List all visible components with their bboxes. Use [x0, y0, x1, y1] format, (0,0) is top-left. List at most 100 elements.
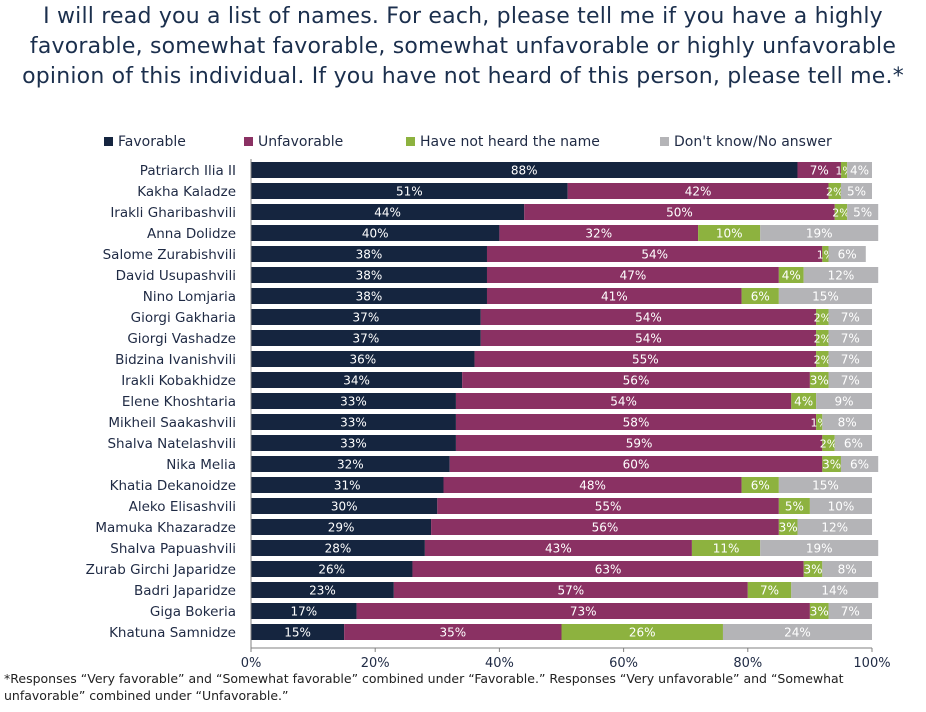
legend: Favorable Unfavorable Have not heard the n…	[104, 134, 832, 150]
data-label: 32%	[585, 227, 612, 241]
bar-segment	[251, 603, 357, 619]
bar-segment	[778, 477, 872, 493]
data-label: 3%	[779, 521, 798, 535]
bar-segment	[443, 477, 742, 493]
bar-segment	[251, 225, 500, 241]
data-label: 12%	[828, 269, 855, 283]
category-label: Shalva Papuashvili	[110, 541, 236, 557]
bar-segment	[486, 267, 779, 283]
data-label: 19%	[806, 227, 833, 241]
data-label: 26%	[318, 563, 345, 577]
data-label: 7%	[841, 311, 860, 325]
bar-segment	[251, 519, 432, 535]
data-label: 55%	[632, 353, 659, 367]
x-tick-label: 20%	[361, 656, 390, 671]
data-label: 4%	[850, 164, 869, 178]
data-label: 59%	[626, 437, 653, 451]
bar-segment	[431, 519, 779, 535]
bar-segment	[722, 624, 872, 640]
data-label: 6%	[850, 458, 869, 472]
data-label: 38%	[356, 248, 383, 262]
bar-segment	[251, 162, 798, 178]
data-label: 3%	[810, 605, 829, 619]
data-label: 15%	[812, 290, 839, 304]
legend-label-2: Have not heard the name	[420, 134, 600, 150]
category-label: Nika Melia	[166, 457, 236, 473]
bar-segment	[251, 204, 525, 220]
bar-segment	[803, 267, 879, 283]
data-label: 48%	[579, 479, 606, 493]
category-label: Badri Japaridze	[134, 583, 236, 599]
data-label: 7%	[841, 353, 860, 367]
data-label: 58%	[623, 416, 650, 430]
data-label: 5%	[785, 500, 804, 514]
bar-segment	[691, 540, 761, 556]
data-label: 2%	[814, 354, 831, 367]
legend-swatch-3	[660, 137, 669, 146]
bar-segment	[778, 267, 804, 283]
bar-segment	[474, 351, 817, 367]
data-label: 2%	[814, 333, 831, 346]
legend-swatch-0	[104, 137, 113, 146]
bar-segment	[822, 435, 835, 451]
bar-segment	[816, 330, 829, 346]
data-label: 24%	[784, 626, 811, 640]
bar-segment	[499, 225, 699, 241]
data-label: 54%	[641, 248, 668, 262]
bar-segment	[816, 393, 872, 409]
data-label: 8%	[838, 563, 857, 577]
data-label: 10%	[828, 500, 855, 514]
category-label: Patriarch Ilia II	[140, 163, 236, 179]
data-label: 29%	[328, 521, 355, 535]
category-label: Salome Zurabishvili	[103, 247, 236, 263]
data-label: 50%	[666, 206, 693, 220]
bar-segment	[778, 519, 798, 535]
bar-segment	[251, 477, 444, 493]
data-label: 5%	[847, 185, 866, 199]
bar-segment	[437, 498, 779, 514]
bar-segment	[251, 582, 394, 598]
bar-segment	[828, 246, 866, 262]
category-label: Kakha Kaladze	[137, 184, 236, 200]
bar-segment	[251, 309, 481, 325]
data-label: 38%	[356, 290, 383, 304]
data-label: 12%	[821, 521, 848, 535]
bar-segment	[822, 246, 829, 262]
data-label: 7%	[841, 605, 860, 619]
data-label: 4%	[794, 395, 813, 409]
bar-segment	[778, 498, 810, 514]
bar-segment	[760, 540, 879, 556]
data-label: 6%	[838, 248, 857, 262]
category-label: Shalva Natelashvili	[107, 436, 236, 452]
bar-segment	[840, 183, 872, 199]
category-label: Khatuna Samnidze	[109, 625, 236, 641]
data-label: 57%	[557, 584, 584, 598]
x-tick-label: 60%	[609, 656, 638, 671]
bar-segment	[797, 162, 841, 178]
data-label: 63%	[595, 563, 622, 577]
bar-segment	[828, 309, 872, 325]
bar-segment	[251, 246, 487, 262]
bar-segment	[455, 393, 792, 409]
data-label: 47%	[620, 269, 647, 283]
bar-segment	[803, 561, 823, 577]
category-label: Giorgi Gakharia	[131, 310, 236, 326]
bar-segment	[486, 246, 823, 262]
bar-segment	[816, 351, 829, 367]
bar-segment	[828, 351, 872, 367]
data-label: 9%	[835, 395, 854, 409]
bar-segment	[251, 498, 438, 514]
bar-segment	[809, 603, 829, 619]
bar-segment	[462, 372, 810, 388]
bar-segment	[809, 498, 872, 514]
data-label: 51%	[396, 185, 423, 199]
data-label: 56%	[623, 374, 650, 388]
data-label: 15%	[812, 479, 839, 493]
bar-segment	[816, 414, 823, 430]
bar-segment	[356, 603, 810, 619]
bar-segment	[747, 582, 792, 598]
data-label: 55%	[595, 500, 622, 514]
data-label: 33%	[340, 395, 367, 409]
data-label: 54%	[610, 395, 637, 409]
category-label: Nino Lomjaria	[143, 289, 236, 305]
